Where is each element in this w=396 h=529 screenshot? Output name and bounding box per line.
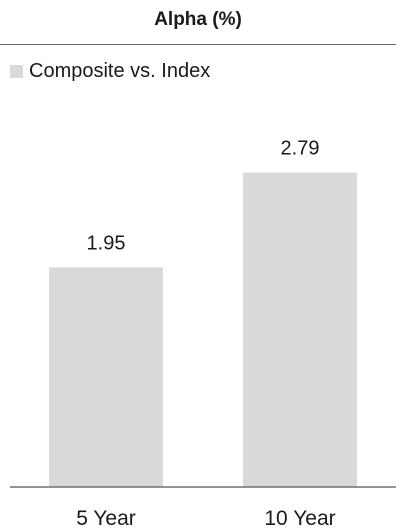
bar-10-year bbox=[243, 172, 357, 487]
legend-swatch bbox=[10, 65, 23, 78]
data-label-5-year: 1.95 bbox=[87, 232, 126, 254]
x-tick-label-10-year: 10 Year bbox=[264, 507, 335, 529]
legend-label: Composite vs. Index bbox=[29, 60, 211, 82]
bars-layer: 1.95 5 Year 2.79 10 Year bbox=[49, 138, 357, 529]
x-tick-label-5-year: 5 Year bbox=[76, 507, 136, 529]
title-divider bbox=[0, 44, 396, 45]
data-label-10-year: 2.79 bbox=[281, 138, 320, 160]
bar-5-year bbox=[49, 267, 163, 487]
chart-title: Alpha (%) bbox=[154, 9, 242, 30]
legend: Composite vs. Index bbox=[10, 60, 210, 83]
